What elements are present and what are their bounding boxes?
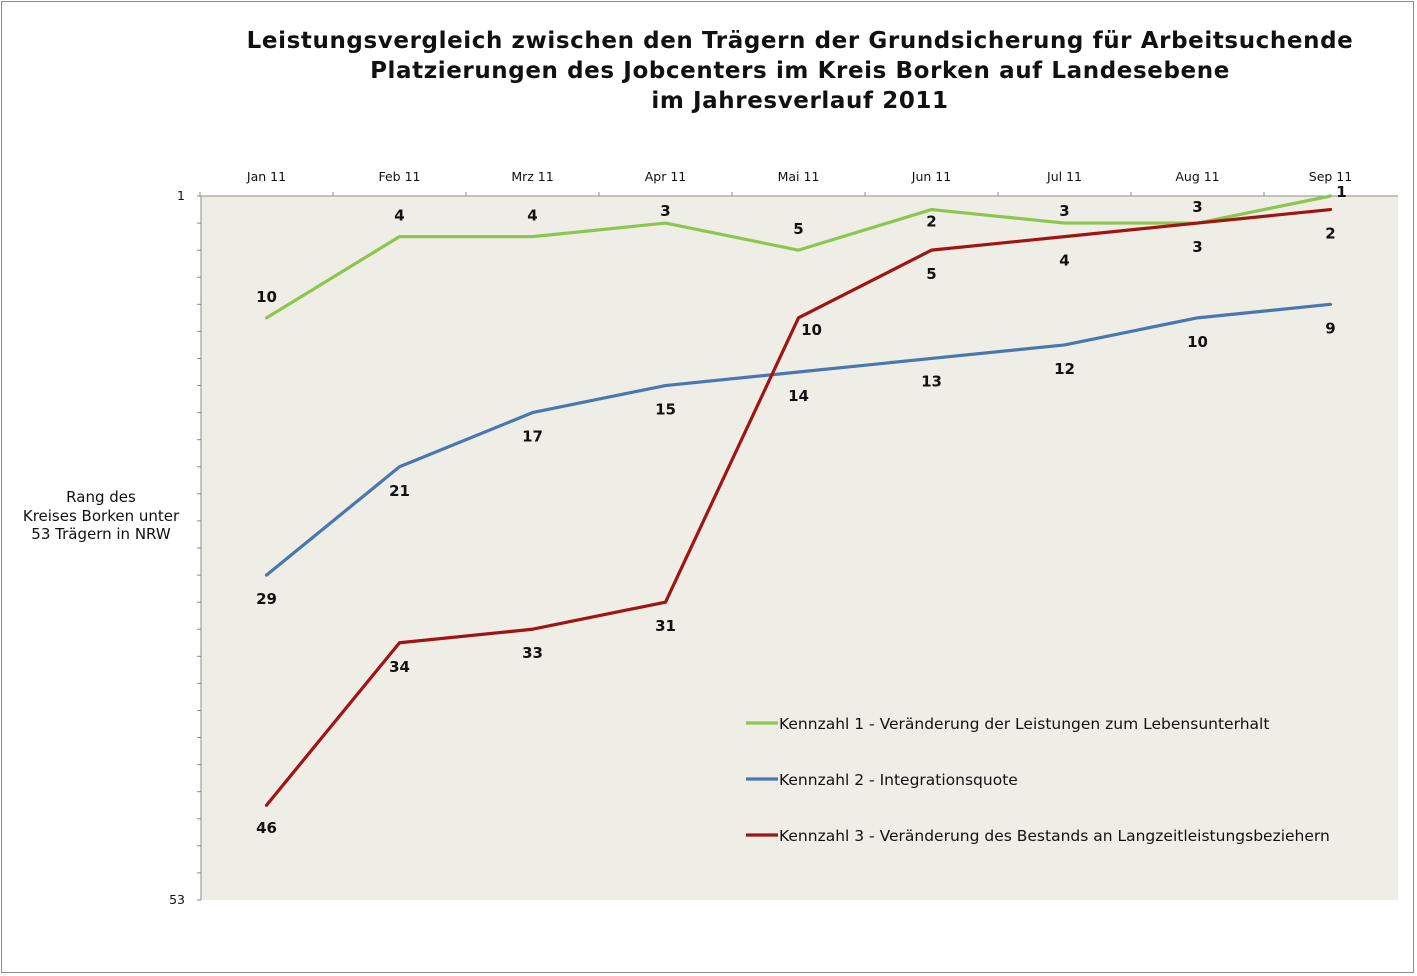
series-1-data-label: 2	[926, 213, 936, 231]
series-2-data-label: 9	[1325, 319, 1335, 337]
x-tick-label: Jul 11	[1046, 169, 1082, 184]
series-3-data-label: 10	[801, 321, 822, 339]
series-3-data-label: 34	[389, 658, 410, 676]
series-2-data-label: 14	[788, 387, 809, 405]
x-tick-label: Aug 11	[1175, 169, 1219, 184]
y-tick-label: 53	[169, 892, 185, 907]
x-tick-label: Feb 11	[378, 169, 420, 184]
series-1-data-label: 10	[256, 288, 277, 306]
series-2-data-label: 12	[1054, 360, 1075, 378]
series-2-data-label: 13	[921, 372, 942, 390]
series-3-data-label: 33	[522, 644, 543, 662]
x-tick-label: Sep 11	[1309, 169, 1352, 184]
x-tick-label: Mrz 11	[511, 169, 553, 184]
series-1-data-label: 5	[793, 220, 803, 238]
series-2-line	[264, 302, 1333, 577]
y-axis-label-line-2: Kreises Borken unter	[22, 506, 180, 525]
series-1-data-label: 3	[660, 202, 670, 220]
x-tick-label: Mai 11	[778, 169, 820, 184]
series-2-data-label: 10	[1187, 333, 1208, 351]
series-2-data-label: 21	[389, 482, 410, 500]
chart-title-line-3: im Jahresverlauf 2011	[651, 88, 949, 114]
series-3-data-label: 3	[1192, 238, 1202, 256]
series-1-data-label: 4	[394, 207, 404, 225]
series-1-data-label: 4	[527, 207, 537, 225]
series-1-data-label: 3	[1192, 198, 1202, 216]
legend-label-1: Kennzahl 1 - Veränderung der Leistungen …	[779, 715, 1269, 733]
series-2-data-label: 15	[655, 401, 676, 419]
series-1-data-label: 1	[1336, 183, 1346, 201]
x-tick-label: Jan 11	[246, 169, 286, 184]
x-tick-label: Jun 11	[911, 169, 951, 184]
y-axis-label-line-1: Rang des	[66, 488, 136, 506]
y-axis-label-line-3: 53 Trägern in NRW	[31, 525, 171, 543]
series-3-data-label: 4	[1059, 252, 1069, 270]
y-axis-label: Rang des Kreises Borken unter 53 Trägern…	[6, 488, 196, 544]
chart-title-line-2: Platzierungen des Jobcenters im Kreis Bo…	[370, 58, 1230, 84]
x-tick-label: Apr 11	[645, 169, 687, 184]
y-tick-label: 1	[177, 188, 185, 203]
series-2-data-label: 17	[522, 428, 543, 446]
chart-title-line-1: Leistungsvergleich zwischen den Trägern …	[246, 28, 1354, 54]
plot-area	[201, 196, 1398, 900]
series-3-data-label: 46	[256, 819, 277, 837]
series-2-data-label: 29	[256, 590, 277, 608]
series-1-line	[264, 194, 1333, 320]
series-3-data-label: 31	[655, 617, 676, 635]
series-1-data-label: 3	[1059, 202, 1069, 220]
series-3-line	[264, 207, 1333, 807]
legend-label-2: Kennzahl 2 - Integrationsquote	[779, 771, 1018, 789]
series-3-data-label: 5	[926, 265, 936, 283]
series-3-data-label: 2	[1325, 225, 1335, 243]
legend-label-3: Kennzahl 3 - Veränderung des Bestands an…	[779, 827, 1330, 845]
